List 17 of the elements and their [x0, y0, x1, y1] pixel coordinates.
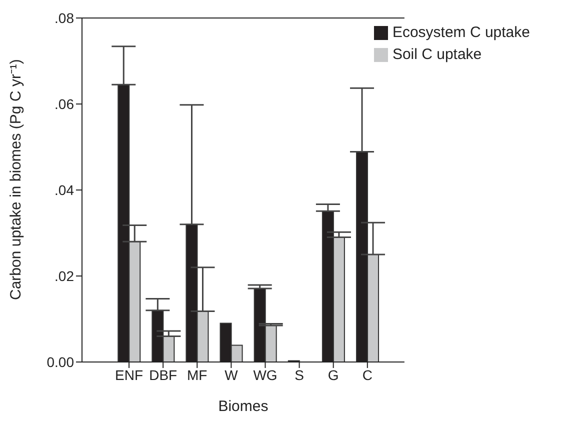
x-tick-label: ENF [115, 366, 144, 383]
x-tick-label: DBF [149, 366, 178, 383]
y-tick-label: .02 [54, 268, 74, 284]
x-tick-label: S [294, 366, 304, 383]
legend-label: Ecosystem C uptake [392, 24, 530, 41]
x-tick-label: MF [187, 366, 208, 383]
x-axis-title: Biomes [218, 398, 268, 415]
y-tick-label: .04 [54, 182, 74, 198]
x-tick-label: WG [253, 366, 278, 383]
x-tick-label: W [224, 366, 239, 383]
x-tick-label: G [328, 366, 339, 383]
y-axis-title: Carbon uptake in biomes (Pg C yr⁻¹) [7, 59, 24, 300]
legend-label: Soil C uptake [392, 46, 482, 63]
y-tick-label: 0.00 [46, 354, 74, 370]
y-tick-label: .06 [54, 96, 74, 112]
x-tick-label: C [362, 366, 372, 383]
y-tick-label: .08 [54, 10, 74, 26]
